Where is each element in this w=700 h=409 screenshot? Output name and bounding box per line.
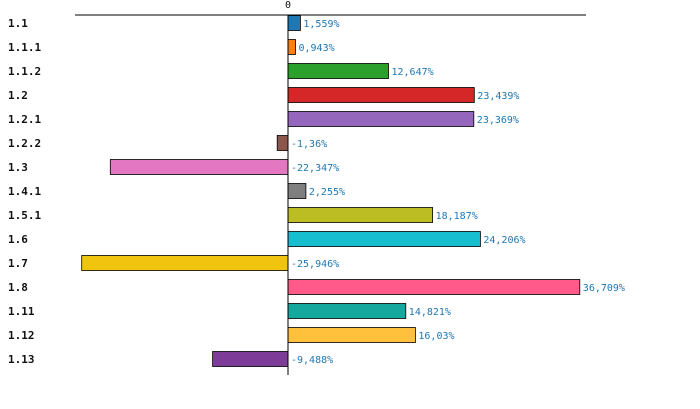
zero-tick-label: 0 (285, 0, 291, 11)
category-label: 1.1.2 (8, 65, 41, 78)
value-label: 12,647% (392, 67, 434, 78)
category-label: 1.6 (8, 233, 28, 246)
category-label: 1.4.1 (8, 185, 41, 198)
value-label: -25,946% (291, 259, 339, 270)
category-label: 1.1.1 (8, 41, 41, 54)
value-label: -22,347% (291, 163, 339, 174)
bar (212, 351, 289, 367)
bar (287, 183, 307, 199)
value-label: 36,709% (583, 283, 625, 294)
bar (81, 255, 289, 271)
bar (109, 159, 289, 175)
bar (287, 207, 434, 223)
bar (287, 327, 416, 343)
category-label: 1.2 (8, 89, 28, 102)
category-label: 1.7 (8, 257, 28, 270)
category-label: 1.13 (8, 353, 35, 366)
bars-layer: 1.1 1,559% 1.1.1 0,943% 1.1.2 12,647% 1.2 23,43… (8, 15, 625, 367)
value-label: -9,488% (291, 355, 333, 366)
value-label: -1,36% (291, 139, 327, 150)
bar (287, 111, 475, 127)
category-label: 1.2.2 (8, 137, 41, 150)
value-label: 1,559% (303, 19, 339, 30)
bar (287, 63, 389, 79)
bar (287, 231, 481, 247)
category-label: 1.2.1 (8, 113, 41, 126)
value-label: 23,369% (477, 115, 519, 126)
bar (276, 135, 289, 151)
bar (287, 303, 407, 319)
category-label: 1.8 (8, 281, 28, 294)
bar (287, 87, 475, 103)
bar (287, 39, 296, 55)
value-label: 24,206% (483, 235, 525, 246)
category-label: 1.3 (8, 161, 28, 174)
category-label: 1.12 (8, 329, 35, 342)
value-label: 14,821% (409, 307, 451, 318)
value-label: 23,439% (477, 91, 519, 102)
category-label: 1.5.1 (8, 209, 41, 222)
value-label: 0,943% (299, 43, 335, 54)
category-label: 1.1 (8, 17, 28, 30)
value-label: 18,187% (436, 211, 478, 222)
value-label: 2,255% (309, 187, 345, 198)
bar (287, 15, 301, 31)
bar (287, 279, 581, 295)
category-label: 1.11 (8, 305, 35, 318)
value-label: 16,03% (418, 331, 454, 342)
